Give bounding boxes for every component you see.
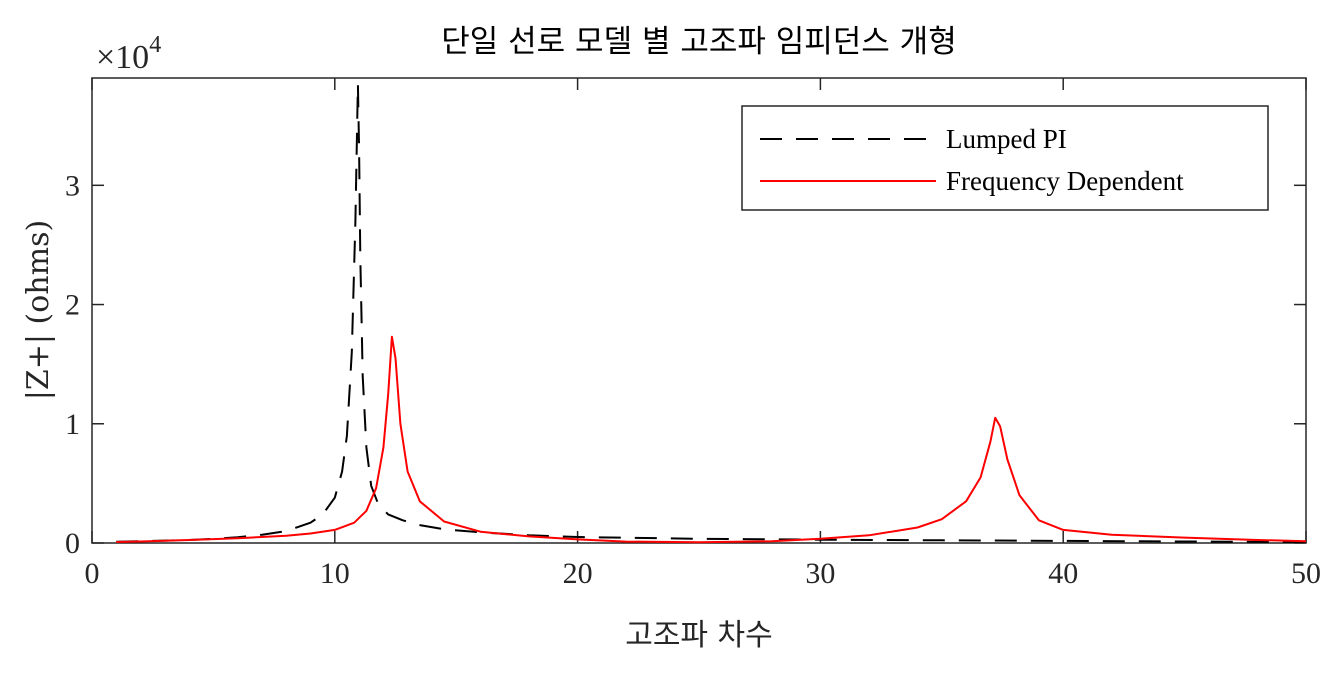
y-tick-labels: 0 1 2 3 — [65, 169, 80, 560]
x-tick-label: 0 — [85, 557, 100, 590]
legend-label-frequency-dependent: Frequency Dependent — [946, 166, 1184, 196]
y-tick-label: 1 — [65, 408, 80, 441]
y-tick-label: 0 — [65, 527, 80, 560]
series-line-frequency-dependent — [116, 335, 1307, 544]
y-exponent-power: 4 — [149, 32, 161, 58]
series-line-lumped-pi — [116, 83, 1307, 543]
svg-text:×104: ×104 — [96, 32, 161, 76]
legend: Lumped PI Frequency Dependent — [741, 105, 1269, 211]
x-tick-label: 10 — [320, 557, 350, 590]
x-tick-label: 40 — [1048, 557, 1078, 590]
legend-box — [741, 105, 1269, 211]
x-tick-labels: 0 10 20 30 40 50 — [85, 557, 1322, 590]
axis-ticks — [91, 78, 1307, 544]
x-tick-label: 20 — [563, 557, 593, 590]
legend-label-lumped-pi: Lumped PI — [946, 124, 1067, 154]
series-layer — [116, 83, 1307, 544]
y-exponent-base: ×10 — [96, 39, 149, 76]
x-axis-label: 고조파 차수 — [625, 618, 773, 653]
x-tick-label: 30 — [805, 557, 835, 590]
y-exponent-label: ×104 — [96, 32, 161, 76]
chart-title: 단일 선로 모델 별 고조파 임피던스 개형 — [441, 24, 956, 60]
y-tick-label: 2 — [65, 289, 80, 322]
y-tick-label: 3 — [65, 169, 80, 202]
y-axis-label: |Z+| (ohms) — [21, 220, 56, 400]
x-tick-label: 50 — [1291, 557, 1321, 590]
